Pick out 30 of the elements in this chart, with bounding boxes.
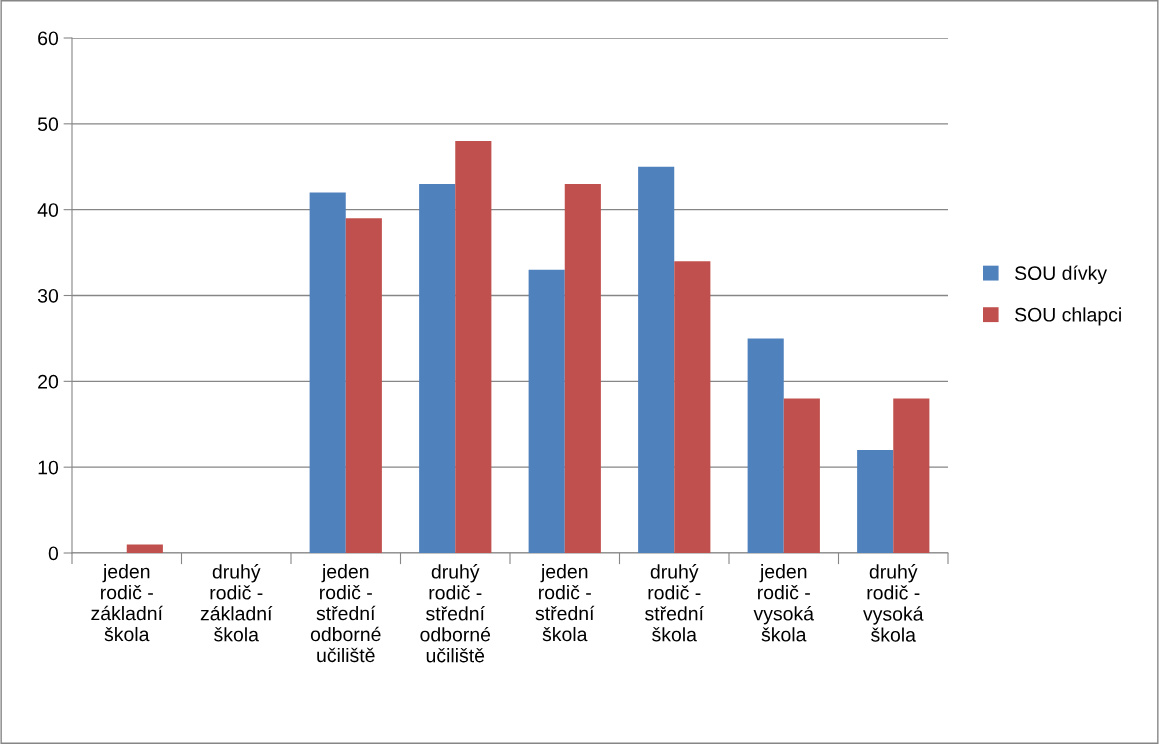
y-tick-label: 0: [48, 546, 59, 561]
bar: [783, 398, 820, 553]
bar: [309, 192, 346, 553]
x-tick-label: druhý rodič - střední škola: [645, 564, 704, 642]
bar: [638, 166, 675, 553]
x-tick-label: jeden rodič - vysoká škola: [753, 564, 815, 642]
y-tick-label: 30: [37, 288, 59, 303]
x-tick-label: jeden rodič - střední škola: [535, 564, 595, 642]
x-tick-label: druhý rodič - základní škola: [200, 564, 273, 642]
y-tick-label: 50: [37, 117, 59, 132]
legend-label: SOU dívky: [1015, 265, 1108, 284]
y-tick-label: 60: [38, 31, 59, 46]
bar: [564, 183, 601, 553]
legend-label: SOU chlapci: [1015, 307, 1121, 326]
bar: [857, 450, 894, 553]
bar: [528, 269, 565, 553]
bar: [345, 218, 382, 553]
bar: [455, 141, 492, 553]
x-tick-label: jeden rodič - základní škola: [91, 564, 163, 642]
bar: [674, 261, 711, 553]
y-tick-label: 40: [37, 203, 59, 217]
y-tick-label: 10: [38, 460, 59, 475]
y-tick-label: 20: [38, 374, 59, 389]
x-tick-label: druhý rodič - vysoká škola: [863, 564, 924, 642]
x-tick-label: druhý rodič - střední odborné učiliště: [420, 564, 491, 663]
bar: [419, 183, 456, 553]
bar: [747, 338, 784, 553]
bar: [893, 398, 930, 553]
bar: [126, 544, 163, 553]
x-tick-label: jeden rodič - střední odborné učiliště: [310, 564, 381, 663]
